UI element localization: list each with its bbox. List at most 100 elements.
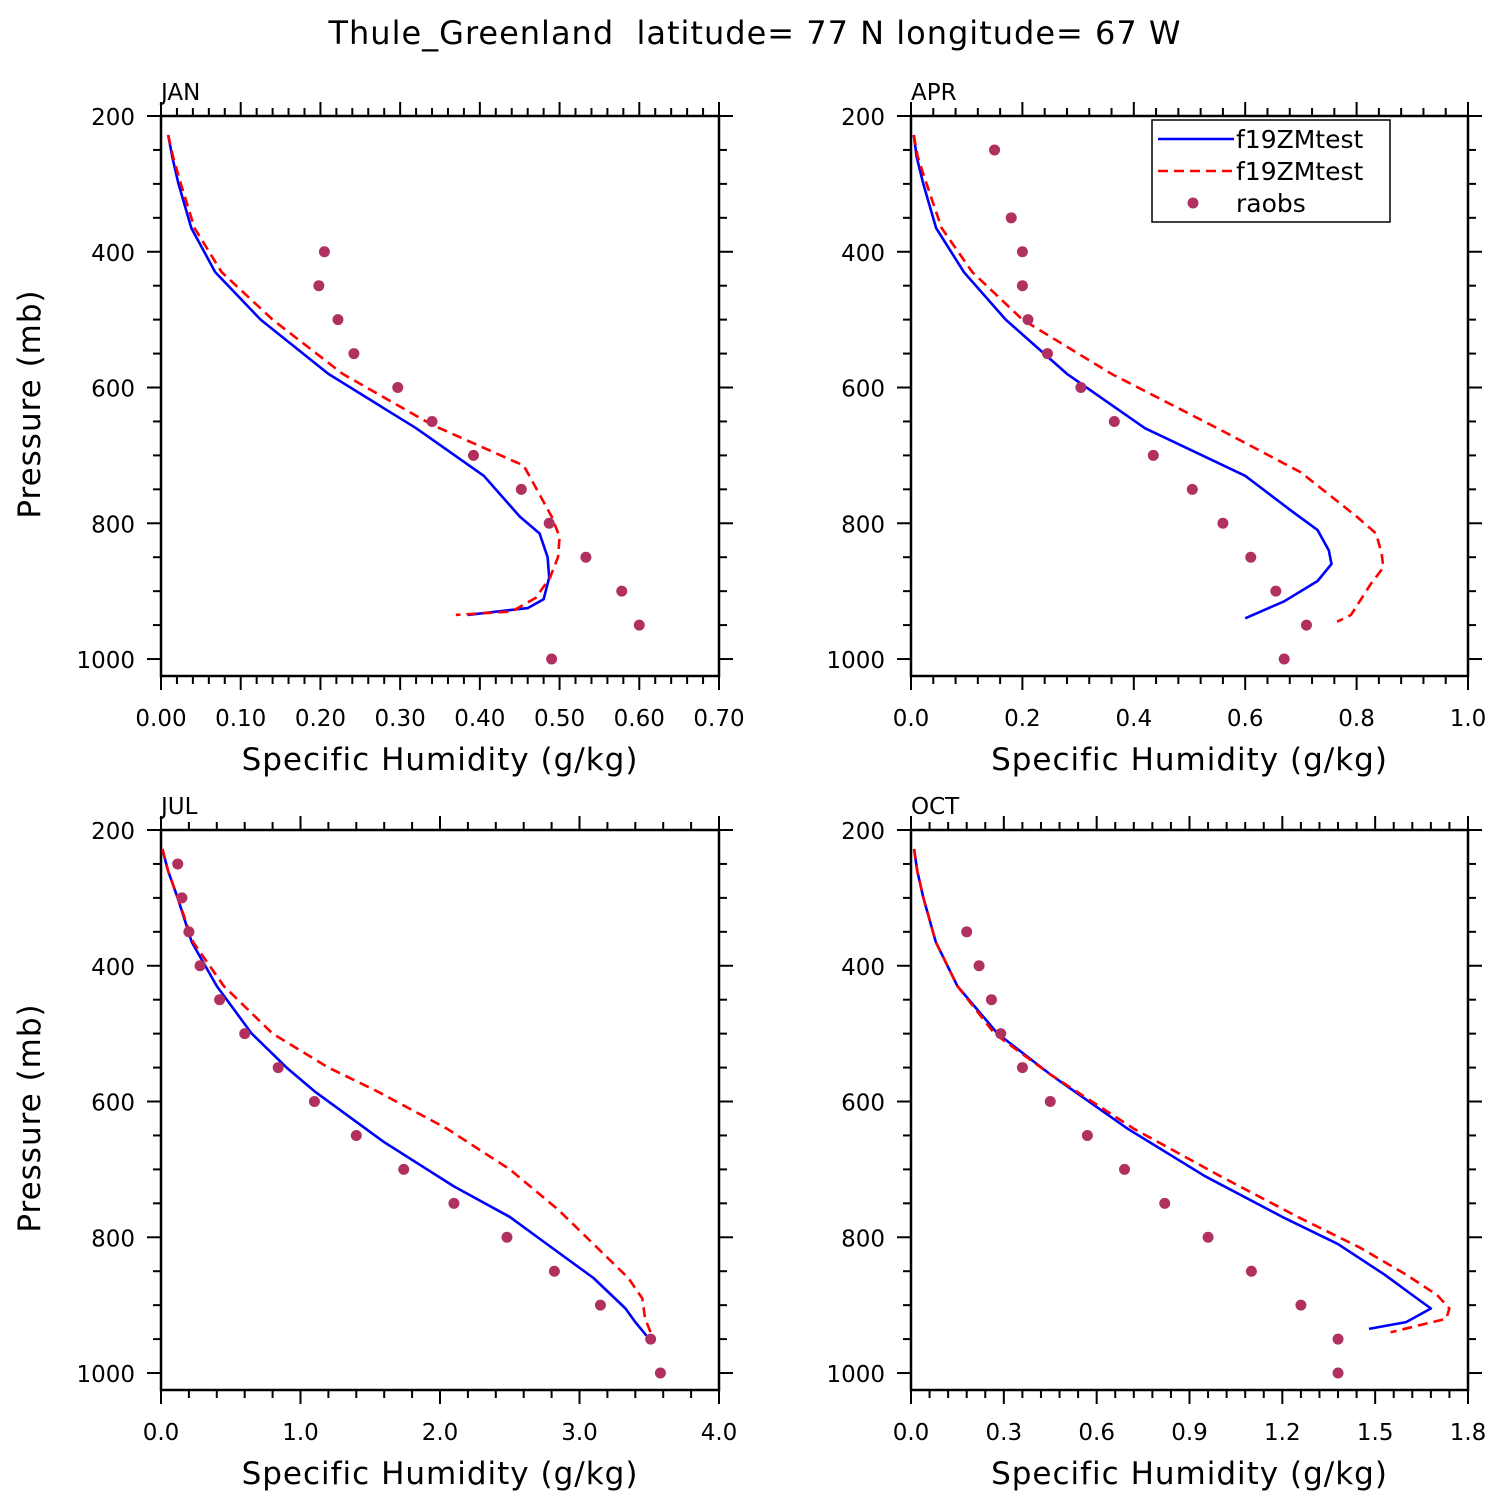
raobs-point	[239, 1028, 251, 1040]
x-tick-label: 0.8	[1338, 706, 1375, 732]
y-tick-label: 200	[91, 105, 135, 131]
raobs-point	[1108, 415, 1120, 427]
raobs-point	[1217, 517, 1229, 529]
y-tick-label: 200	[841, 105, 885, 131]
panel-jul: JUL 0.0 1.0 2.0 3.0 4.0 200 400 600 800 1000 Specif…	[12, 794, 737, 1492]
raobs-point	[1186, 483, 1198, 495]
figure-title: Thule_Greenland latitude= 77 N longitude…	[327, 14, 1181, 52]
raobs-point	[194, 960, 206, 972]
panel-title: OCT	[911, 794, 960, 820]
raobs-point	[1270, 585, 1282, 597]
x-tick-label: 0.4	[1116, 706, 1153, 732]
raobs-point	[1119, 1163, 1131, 1175]
legend-label: f19ZMtest	[1236, 157, 1364, 186]
raobs-point	[448, 1197, 460, 1209]
y-tick-label: 400	[841, 241, 885, 267]
panel-title: JUL	[159, 794, 198, 820]
panel-oct: OCT 0.0 0.3 0.6 0.9 1.2 1.5 1.8 200 400 600 800 1000…	[826, 794, 1486, 1492]
plot-frame	[909, 828, 1470, 1392]
series-line-blue-solid	[912, 848, 1433, 1331]
raobs-point	[1245, 551, 1257, 563]
raobs-point	[995, 1028, 1007, 1040]
legend-label: f19ZMtest	[1236, 125, 1364, 154]
series-line-red-dashed	[912, 134, 1385, 623]
raobs-point	[1005, 212, 1017, 224]
panel-title: APR	[911, 80, 957, 106]
x-tick-label: 4.0	[701, 1420, 738, 1446]
raobs-point	[546, 653, 558, 665]
y-tick-label: 600	[91, 377, 135, 403]
y-tick-label: 400	[91, 955, 135, 981]
x-axis-label: Specific Humidity (g/kg)	[991, 1456, 1388, 1492]
raobs-point	[645, 1333, 657, 1345]
raobs-point	[1022, 314, 1034, 326]
raobs-point	[214, 994, 226, 1006]
raobs-point	[272, 1062, 284, 1074]
series-line-red-dashed	[166, 134, 561, 617]
x-tick-label: 2.0	[422, 1420, 459, 1446]
x-tick-label: 0.0	[143, 1420, 180, 1446]
raobs-point	[392, 382, 404, 394]
raobs-point	[580, 551, 592, 563]
raobs-point	[985, 994, 997, 1006]
y-tick-label: 400	[841, 955, 885, 981]
legend-marker-raobs	[1187, 197, 1199, 209]
raobs-point	[350, 1129, 362, 1141]
x-tick-label: 0.6	[1227, 706, 1264, 732]
raobs-point	[1081, 1129, 1093, 1141]
y-tick-label: 800	[841, 1226, 885, 1252]
y-tick-label: 200	[91, 819, 135, 845]
x-tick-label: 1.5	[1357, 1420, 1394, 1446]
raobs-point	[1041, 348, 1053, 360]
raobs-point	[1016, 280, 1028, 292]
raobs-point	[467, 449, 479, 461]
raobs-point	[989, 144, 1001, 156]
x-tick-label: 0.50	[534, 706, 585, 732]
x-tick-label: 1.0	[1450, 706, 1487, 732]
panel-apr: APR 0.0 0.2 0.4 0.6 0.8 1.0 200 400 600 800 1000 Spe…	[826, 80, 1486, 778]
x-tick-label: 0.6	[1078, 1420, 1115, 1446]
y-tick-label: 800	[91, 1226, 135, 1252]
x-tick-label: 0.40	[454, 706, 505, 732]
x-tick-label: 1.0	[282, 1420, 319, 1446]
y-tick-label: 800	[841, 512, 885, 538]
series-line-blue-solid	[166, 134, 551, 617]
raobs-point	[1300, 619, 1312, 631]
raobs-point	[426, 415, 438, 427]
series-line-blue-solid	[912, 134, 1333, 620]
y-tick-label: 1000	[826, 648, 885, 674]
y-tick-label: 400	[91, 241, 135, 267]
x-tick-label: 3.0	[561, 1420, 598, 1446]
raobs-point	[1332, 1367, 1344, 1379]
raobs-point	[1245, 1265, 1257, 1277]
panel-title: JAN	[159, 80, 200, 106]
y-axis-label: Pressure (mb)	[12, 289, 48, 518]
raobs-point	[1332, 1333, 1344, 1345]
panel-jan: JAN 0.00 0.10 0.20 0.30 0.40 0.50 0.60 0.70 200 40…	[12, 80, 745, 778]
raobs-point	[501, 1231, 513, 1243]
raobs-point	[318, 246, 330, 258]
y-tick-label: 600	[841, 1091, 885, 1117]
x-axis-label: Specific Humidity (g/kg)	[991, 742, 1388, 778]
raobs-point	[172, 858, 184, 870]
raobs-point	[1016, 246, 1028, 258]
raobs-point	[313, 280, 325, 292]
panels: JAN 0.00 0.10 0.20 0.30 0.40 0.50 0.60 0.70 200 40…	[12, 80, 1486, 1492]
raobs-point	[515, 483, 527, 495]
raobs-point	[1016, 1062, 1028, 1074]
y-tick-label: 600	[91, 1091, 135, 1117]
x-tick-label: 1.8	[1450, 1420, 1487, 1446]
raobs-point	[398, 1163, 410, 1175]
y-tick-label: 1000	[76, 1362, 135, 1388]
raobs-point	[183, 926, 195, 938]
x-tick-label: 0.30	[375, 706, 426, 732]
series-line-red-dashed	[912, 848, 1451, 1334]
series-line-blue-solid	[161, 848, 648, 1337]
series-line-red-dashed	[161, 848, 654, 1337]
y-axis-label: Pressure (mb)	[12, 1003, 48, 1232]
x-tick-label: 0.0	[893, 1420, 930, 1446]
raobs-point	[973, 960, 985, 972]
legend: f19ZMtest f19ZMtest raobs	[1151, 119, 1391, 223]
raobs-point	[1044, 1096, 1056, 1108]
